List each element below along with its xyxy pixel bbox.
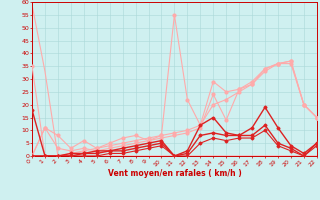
X-axis label: Vent moyen/en rafales ( km/h ): Vent moyen/en rafales ( km/h ): [108, 169, 241, 178]
